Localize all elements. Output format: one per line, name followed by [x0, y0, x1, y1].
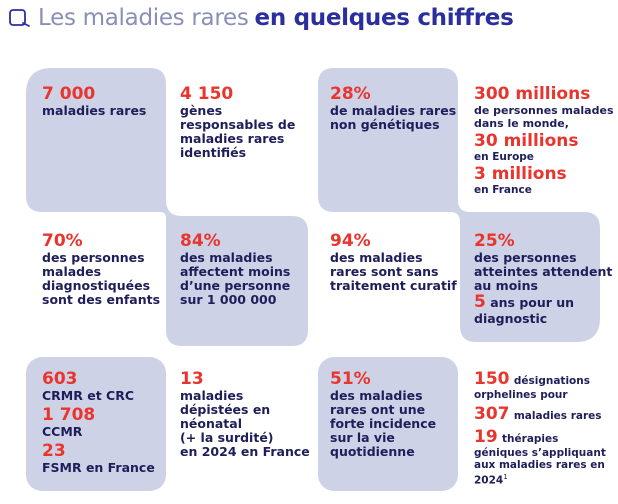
stat-text: des maladies [180, 250, 273, 265]
stat-patients-world: 300 millions de personnes malades dans l… [474, 84, 614, 197]
stat-text: des personnes [42, 250, 145, 265]
stat-text: en France [474, 184, 532, 196]
stat-rare-diseases: 7 000 maladies rares [42, 85, 146, 118]
stat-orphan-designations: 150 désignations orphelines pour 307 mal… [474, 370, 606, 487]
stat-number: 23 [42, 441, 66, 461]
stat-number: 13 [180, 369, 204, 389]
stat-non-genetic: 28% de maladies rares non génétiques [330, 85, 456, 132]
stat-text: sont des enfants [42, 292, 161, 307]
stat-text: maladies [180, 388, 244, 403]
stat-text: thérapies [502, 433, 559, 445]
stat-genes: 4 150 gènes responsables de maladies rar… [180, 85, 295, 160]
stat-inline-row: 19 thérapies [474, 428, 606, 447]
stat-daily-impact: 51% des maladies rares ont une forte inc… [330, 370, 436, 459]
stat-text: maladies rares [42, 103, 147, 118]
stat-text: en Europe [474, 151, 534, 163]
title-light: Les maladies rares [38, 5, 249, 31]
panel-shape-b [318, 68, 600, 342]
stat-no-cure: 94% des maladies rares sont sans traitem… [330, 232, 457, 293]
stat-number: 70% [42, 231, 83, 251]
stat-number: 1 708 [42, 405, 96, 425]
page-title: Les maladies rares en quelques chiffres [8, 2, 514, 34]
stat-text: néonatal [180, 416, 242, 431]
stat-text: sur la vie [330, 430, 395, 445]
stat-text: identifiés [180, 145, 247, 160]
stat-text: rares ont une [330, 402, 426, 417]
stat-text: rares sont sans [330, 264, 439, 279]
stat-text: atteintes attendent [474, 264, 613, 279]
stat-number: 603 [42, 369, 78, 389]
stat-number: 7 000 [42, 84, 96, 104]
year-text: 2024 [474, 474, 504, 487]
stat-text: malades [42, 264, 102, 279]
stat-inline-row: 307 maladies rares [474, 405, 606, 424]
stat-diagnosis-wait: 25% des personnes atteintes attendent au… [474, 232, 612, 326]
stat-number: 51% [330, 369, 371, 389]
stat-text-year: 20241 [474, 471, 606, 487]
stat-text: géniques s’appliquant [474, 447, 606, 459]
stat-text: gènes [180, 103, 223, 118]
panel-cell-11 [318, 357, 458, 491]
stat-inline-row: 5 ans pour un [474, 293, 612, 312]
stat-text: des maladies [330, 388, 423, 403]
stat-number: 300 millions [474, 84, 591, 104]
stat-text: CRMR et CRC [42, 388, 134, 403]
stat-text: traitement curatif [330, 278, 457, 293]
stat-text: désignations [513, 375, 590, 387]
stat-text: CCMR [42, 424, 83, 439]
stat-number: 25% [474, 231, 515, 251]
stat-text: diagnostic [474, 311, 548, 326]
stat-screening: 13 maladies dépistées en néonatal (+ la … [180, 370, 310, 459]
stat-text: diagnostiquées [42, 278, 151, 293]
stat-text: de maladies rares [330, 103, 457, 118]
stat-text: dans le monde, [474, 117, 569, 130]
stat-text: responsables de [180, 117, 296, 132]
stat-number: 307 [474, 404, 510, 424]
stat-children: 70% des personnes malades diagnostiquées… [42, 232, 160, 307]
stat-number: 28% [330, 84, 371, 104]
stat-text: maladies rares [180, 131, 285, 146]
stat-text: (+ la surdité) [180, 430, 274, 445]
stat-text: affectent moins [180, 264, 291, 279]
stat-number: 5 [474, 292, 486, 312]
rounded-square-outline-icon [9, 9, 30, 27]
stat-text: orphelines pour [474, 389, 568, 401]
stat-text: des maladies [330, 250, 423, 265]
stat-number: 30 millions [474, 131, 579, 151]
stat-text: FSMR en France [42, 460, 155, 475]
stat-text: dépistées en [180, 402, 271, 417]
stat-text: des personnes [474, 250, 577, 265]
stat-number: 19 [474, 427, 498, 447]
panel-shape-a [26, 68, 308, 346]
stat-inline-row: 150 désignations [474, 370, 606, 389]
stat-text: ans pour un [490, 295, 575, 310]
stat-text: sur 1 000 000 [180, 292, 277, 307]
stat-text: en 2024 en France [180, 444, 310, 459]
title-bold: en quelques chiffres [254, 5, 514, 31]
stat-text: forte incidence [330, 416, 437, 431]
stat-number: 4 150 [180, 84, 234, 104]
stat-text: de personnes malades [474, 104, 614, 117]
stat-number: 3 millions [474, 164, 567, 184]
stat-text: d’une personne [180, 278, 291, 293]
footnote-marker: 1 [503, 473, 508, 481]
stat-text: maladies rares [513, 410, 602, 422]
stat-number: 150 [474, 369, 510, 389]
stat-text: aux maladies rares en [474, 459, 605, 471]
panel-cell-9 [26, 357, 166, 491]
stat-text: au moins [474, 278, 538, 293]
stat-text: quotidienne [330, 444, 415, 459]
stat-number: 84% [180, 231, 221, 251]
stat-prevalence: 84% des maladies affectent moins d’une p… [180, 232, 290, 307]
stat-centers: 603 CRMR et CRC 1 708 CCMR 23 FSMR en Fr… [42, 370, 155, 475]
stat-text: non génétiques [330, 117, 440, 132]
stat-number: 94% [330, 231, 371, 251]
